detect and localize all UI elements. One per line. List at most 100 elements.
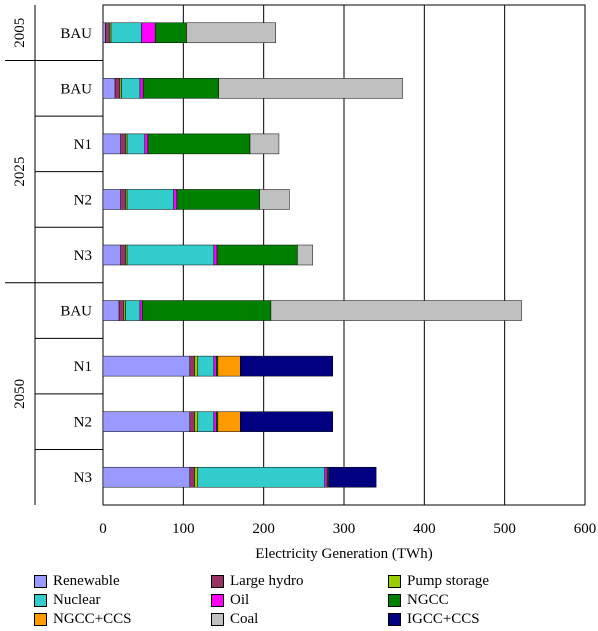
bar-segment <box>189 411 195 432</box>
x-tick-label: 300 <box>333 521 356 537</box>
legend-label: Large hydro <box>230 573 304 589</box>
legend-item: Large hydro <box>211 572 303 590</box>
bar-segment <box>139 300 143 321</box>
legend: Renewable Large hydro Pump storage Nuclear O… <box>34 572 594 630</box>
x-tick-label: 100 <box>172 521 195 537</box>
bar-segment <box>102 300 120 321</box>
bar-segment <box>142 78 219 99</box>
bar-segment <box>249 133 280 155</box>
bar-segment <box>218 78 403 99</box>
bar-segment <box>240 355 334 377</box>
bar-segment <box>217 411 241 432</box>
group-label: 2025 <box>12 157 28 187</box>
legend-swatch <box>388 612 401 626</box>
bar-segment <box>102 355 191 377</box>
bar-segment <box>197 411 215 432</box>
bar-segment <box>110 22 142 44</box>
bar-segment <box>125 300 141 321</box>
bar-segment <box>102 189 121 210</box>
bar-segment <box>240 411 334 432</box>
legend-label: IGCC+CCS <box>407 611 480 627</box>
bar-segment <box>105 22 110 44</box>
legend-item: Renewable <box>34 572 120 590</box>
bar-segment <box>213 244 218 266</box>
bar-segment <box>102 22 106 44</box>
category-label: N2 <box>74 415 92 431</box>
bar-segment <box>194 466 199 488</box>
legend-label: Pump storage <box>407 573 490 589</box>
legend-label: Renewable <box>53 573 120 589</box>
bar-segment <box>173 189 178 210</box>
bar-segment <box>102 244 121 266</box>
x-tick-label: 600 <box>574 521 597 537</box>
bar-segment <box>217 355 241 377</box>
legend-item: Oil <box>211 591 249 609</box>
bar-segment <box>147 133 251 155</box>
bar-segment <box>328 466 377 488</box>
x-axis-title: Electricity Generation (TWh) <box>255 546 432 562</box>
bar-segment <box>102 411 191 432</box>
bar-segment <box>120 244 126 266</box>
bar-segment <box>154 22 187 44</box>
group-labels: 2005 2025 2050 <box>12 18 28 409</box>
bar-segment <box>126 189 174 210</box>
bar-segment <box>142 300 272 321</box>
bar-segment <box>102 466 191 488</box>
bar-segment <box>197 466 325 488</box>
bar-segment <box>189 355 195 377</box>
x-tick-label: 400 <box>413 521 436 537</box>
legend-swatch <box>211 612 224 626</box>
bar-segment <box>144 133 149 155</box>
category-label: N3 <box>74 470 92 486</box>
bar-segment <box>120 133 126 155</box>
x-tick-labels: 0 100 200 300 400 500 600 <box>99 521 596 537</box>
category-label: N3 <box>74 248 92 264</box>
legend-item: NGCC+CCS <box>34 610 132 628</box>
bar-segment <box>324 466 328 488</box>
bar-segment <box>216 244 298 266</box>
category-labels: BAU BAU N1 N2 N3 BAU N1 N2 N3 <box>60 26 92 486</box>
category-label: BAU <box>60 304 92 320</box>
bar-segment <box>194 355 199 377</box>
group-label: 2005 <box>12 18 28 48</box>
legend-swatch <box>211 593 224 607</box>
legend-item: IGCC+CCS <box>388 610 480 628</box>
bar-segment <box>213 411 217 432</box>
legend-swatch <box>388 593 401 607</box>
legend-label: NGCC <box>407 592 449 608</box>
bar-segment <box>126 244 215 266</box>
category-label: N1 <box>74 137 92 153</box>
legend-swatch <box>211 574 224 588</box>
legend-item: NGCC <box>388 591 449 609</box>
bar-segment <box>197 355 215 377</box>
category-label: BAU <box>60 26 92 42</box>
category-label: N2 <box>74 192 92 208</box>
bar-segment <box>121 78 141 99</box>
category-label: N1 <box>74 359 92 375</box>
legend-swatch <box>34 574 47 588</box>
legend-swatch <box>34 593 47 607</box>
x-tick-label: 200 <box>252 521 275 537</box>
bar-segment <box>120 189 126 210</box>
legend-label: Oil <box>230 592 250 608</box>
bar-segment <box>259 189 290 210</box>
x-tick-label: 500 <box>493 521 516 537</box>
bar-segment <box>189 466 195 488</box>
bar-segment <box>270 300 522 321</box>
group-frame <box>5 5 103 505</box>
bar-segment <box>297 244 313 266</box>
legend-swatch <box>388 574 401 588</box>
category-label: BAU <box>60 81 92 97</box>
legend-swatch <box>34 612 47 626</box>
legend-label: Coal <box>230 611 259 627</box>
legend-item: Pump storage <box>388 572 489 590</box>
legend-item: Nuclear <box>34 591 100 609</box>
bar-segment <box>213 355 217 377</box>
bar-segment <box>118 300 125 321</box>
legend-item: Coal <box>211 610 258 628</box>
bar-segment <box>139 78 144 99</box>
bars <box>102 22 522 488</box>
bar-segment <box>126 133 146 155</box>
group-label: 2050 <box>12 379 28 409</box>
